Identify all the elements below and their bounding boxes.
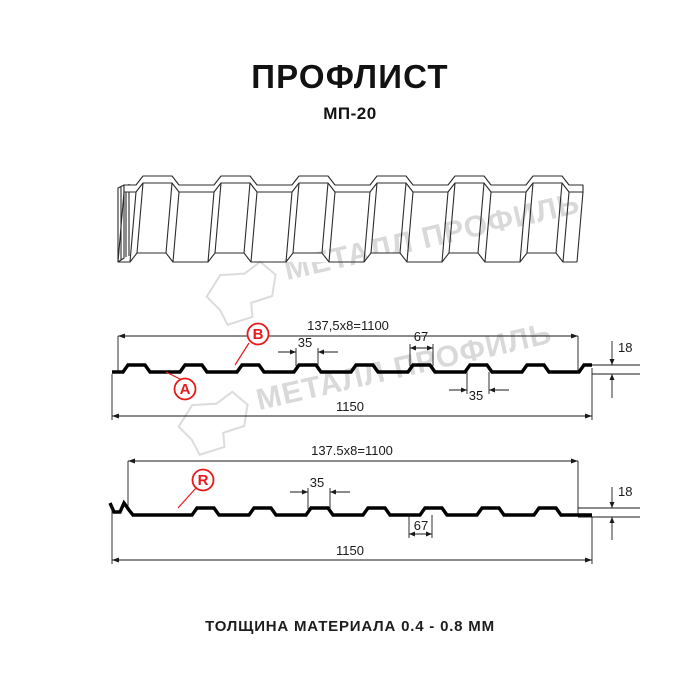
profile-sheet-3d bbox=[117, 175, 584, 263]
dimension-1150-top bbox=[111, 368, 593, 420]
dimension-label-18-top: 18 bbox=[618, 340, 632, 355]
dimension-label-1150-top: 1150 bbox=[336, 399, 364, 414]
marker-b: B bbox=[234, 322, 270, 366]
marker-b-label: B bbox=[253, 326, 264, 343]
page-title: ПРОФЛИСТ bbox=[251, 58, 449, 95]
dimension-label-35-bottom: 35 bbox=[310, 475, 324, 490]
marker-r-leader bbox=[177, 487, 197, 509]
watermark-lower: МЕТАЛЛ ПРОФИЛЬ bbox=[177, 317, 555, 456]
marker-b-leader bbox=[234, 342, 250, 366]
dimension-label-35-right-top: 35 bbox=[469, 388, 483, 403]
dimension-label-1150-bottom: 1150 bbox=[336, 543, 364, 558]
profile-waveform-top bbox=[112, 363, 592, 374]
marker-r: R bbox=[177, 468, 215, 509]
dimension-35-bottom bbox=[290, 488, 350, 509]
section-bottom: 137.5x8=1100 35 67 bbox=[108, 443, 640, 564]
dimension-67-top bbox=[409, 344, 434, 366]
dimension-18-top bbox=[592, 341, 640, 398]
marker-a: A bbox=[165, 371, 197, 401]
page-subtitle: МП-20 bbox=[323, 104, 377, 123]
marker-a-circle bbox=[173, 377, 197, 401]
profile-waveform-bottom bbox=[108, 499, 592, 517]
dimension-label-67-bottom: 67 bbox=[414, 518, 428, 533]
dimension-label-67-top: 67 bbox=[414, 329, 428, 344]
marker-a-label: A bbox=[180, 381, 191, 398]
watermark-logo-shape bbox=[177, 390, 249, 456]
dimension-35-right-top bbox=[449, 372, 509, 394]
dimension-label-35-left-top: 35 bbox=[298, 335, 312, 350]
dimension-label-18-bottom: 18 bbox=[618, 484, 632, 499]
marker-b-circle bbox=[246, 322, 270, 346]
dimension-1150-bottom bbox=[111, 505, 593, 564]
sheet-top-surface bbox=[123, 175, 584, 193]
material-thickness-note: ТОЛЩИНА МАТЕРИАЛА 0.4 - 0.8 ММ bbox=[205, 618, 495, 635]
dimension-label-top-overall-bottom: 137.5x8=1100 bbox=[311, 443, 393, 458]
watermark-logo-shape bbox=[205, 260, 277, 326]
sheet-depth-lines bbox=[117, 182, 584, 263]
section-top: 137,5x8=1100 35 67 bbox=[111, 318, 640, 420]
dimension-67-bottom bbox=[408, 515, 433, 538]
dimension-top-overall bbox=[117, 333, 579, 372]
marker-r-label: R bbox=[198, 472, 209, 489]
dimension-18-bottom bbox=[578, 487, 640, 540]
dimension-35-left-top bbox=[278, 348, 338, 366]
dimension-top-overall-bottom bbox=[127, 458, 579, 516]
dimension-label-top-overall: 137,5x8=1100 bbox=[307, 318, 389, 333]
sheet-front-surface bbox=[118, 252, 577, 263]
marker-r-circle bbox=[191, 468, 215, 492]
